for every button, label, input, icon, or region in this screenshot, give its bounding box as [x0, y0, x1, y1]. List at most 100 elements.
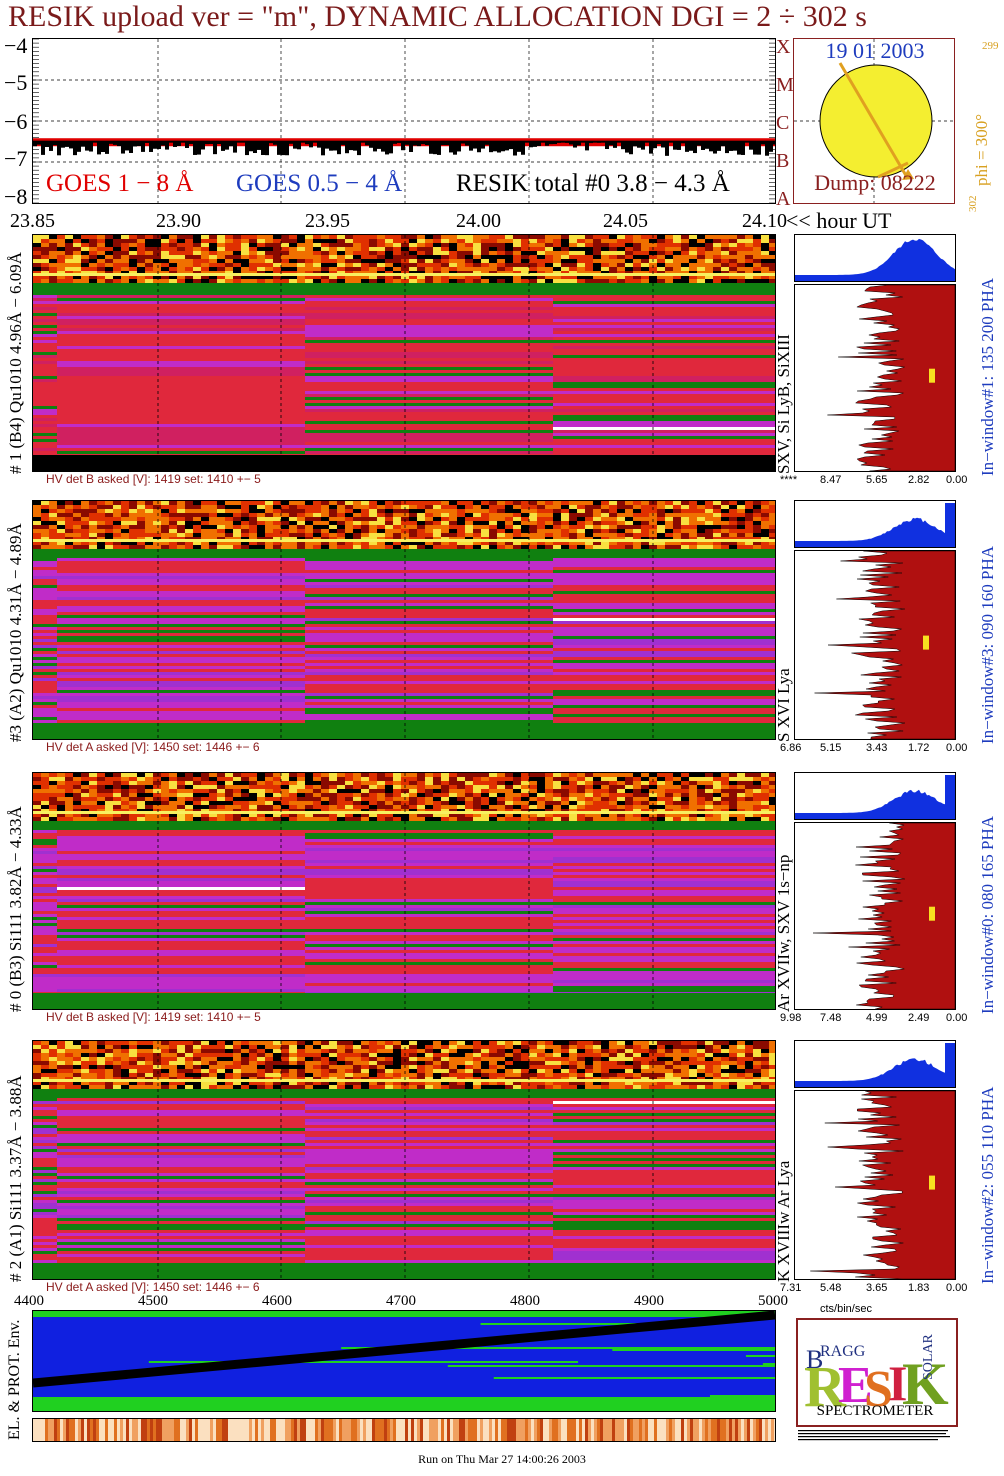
footer-run-time: Run on Thu Mar 27 14:00:26 2003 — [418, 1452, 586, 1466]
spectrogram-svg — [33, 773, 775, 1009]
hist-tick: 4.99 — [866, 1012, 888, 1024]
channel-tick: 4400 — [14, 1293, 44, 1309]
goes-ytick: −4 — [4, 33, 28, 58]
hist-tick: 9.98 — [780, 1012, 802, 1024]
sun-disk-svg — [794, 39, 954, 203]
sun-disk — [819, 64, 933, 178]
hist-tick: 1.83 — [908, 1282, 930, 1294]
hist-tick: 6.86 — [780, 742, 802, 754]
page-title: RESIK upload ver = "m", DYNAMIC ALLOCATI… — [8, 0, 867, 33]
in-window-label: In−window#0: 080 165 PHA — [978, 815, 997, 1014]
resik-logo: B RAGG R E S I K SOLAR — [796, 1318, 958, 1427]
env-svg — [33, 1311, 775, 1411]
line-label: K XVIIIw Ar Lya — [774, 1160, 793, 1282]
hv-label: HV det A asked [V]: 1450 set: 1446 +− 6 — [46, 740, 260, 754]
channel-tick: 4800 — [510, 1293, 540, 1309]
hist-tick: 5.15 — [820, 742, 842, 754]
spectrogram-svg — [33, 235, 775, 471]
channel-tick: 4500 — [138, 1293, 168, 1309]
hist-tick: 2.82 — [908, 474, 930, 486]
hist-main-box — [794, 284, 956, 472]
line-label: SXV, Si LyB, SiXIII — [774, 334, 793, 474]
hist-tick: 0.00 — [946, 742, 968, 754]
hist-tick: 0.00 — [946, 474, 968, 486]
hist-main-box — [794, 822, 956, 1010]
time-axis-unit: << hour UT — [786, 208, 892, 233]
sun-orbit-box — [793, 38, 955, 204]
legend-goes054: GOES 0.5 − 4 Å — [236, 170, 403, 197]
logo-fineprint — [798, 1428, 954, 1441]
spectrogram-panel-1 — [32, 500, 776, 740]
hist-tick: 5.48 — [820, 1282, 842, 1294]
hist-main-box — [794, 1090, 956, 1280]
class-letter-a: A — [776, 188, 791, 210]
phi-low: 302 — [967, 195, 979, 213]
line-label: Ar XVIIw, SXV 1s−np — [774, 854, 793, 1012]
hv-label: HV det B asked [V]: 1419 set: 1410 +− 5 — [46, 472, 261, 486]
hist-tick: 3.65 — [866, 1282, 888, 1294]
hist-tick: 7.31 — [780, 1282, 802, 1294]
class-letter-b: B — [776, 150, 790, 172]
in-window-label: In−window#2: 055 110 PHA — [978, 1086, 997, 1284]
hist-main-box — [794, 550, 956, 740]
hist-tick: 7.48 — [820, 1012, 842, 1024]
goes-ytick: −7 — [4, 146, 28, 171]
time-tick: 23.95 — [305, 210, 350, 232]
hv-label: HV det B asked [V]: 1419 set: 1410 +− 5 — [46, 1010, 261, 1024]
goes-chart-svg — [33, 38, 777, 204]
phi-superscript: 299 — [982, 40, 999, 52]
hist-top-box — [794, 772, 956, 820]
env-label: EL. & PROT. Env. — [6, 1319, 23, 1440]
spectrogram-svg — [33, 501, 775, 739]
spectrogram-panel-3 — [32, 1040, 776, 1280]
spectrogram-panel-2 — [32, 772, 776, 1010]
time-tick: 23.85 — [10, 210, 55, 232]
goes-ytick: −6 — [4, 109, 28, 134]
detector-label: #3 (A2) Qu1010 4.31Å − 4.89Å — [6, 523, 25, 742]
hist-tick: 0.00 — [946, 1282, 968, 1294]
goes-class-letters: X M C B A — [776, 28, 794, 218]
hist-top-box — [794, 234, 956, 282]
sun-date: 19 01 2003 — [825, 38, 925, 63]
hist-unit: cts/bin/sec — [820, 1303, 872, 1315]
logo-bragg-b: B — [806, 1345, 823, 1374]
spectrogram-svg — [33, 1041, 775, 1279]
channel-tick: 4600 — [262, 1293, 292, 1309]
legend-resik: RESIK total #0 3.8 − 4.3 Å — [456, 170, 730, 197]
class-letter-m: M — [776, 74, 794, 96]
legend-goes18: GOES 1 − 8 Å — [46, 170, 194, 197]
channel-tick: 4700 — [386, 1293, 416, 1309]
time-tick: 23.90 — [156, 210, 201, 232]
time-tick: 24.05 — [603, 210, 648, 232]
logo-spectrometer: SPECTROMETER — [816, 1403, 934, 1419]
hist-tick: 3.43 — [866, 742, 888, 754]
class-letter-c: C — [776, 112, 790, 134]
dump-label: Dump: 08222 — [814, 170, 936, 195]
in-window-label: In−window#1: 135 200 PHA — [978, 277, 997, 476]
env-strip — [32, 1418, 776, 1442]
detector-label: # 2 (A1) Si111 3.37Å − 3.88Å — [6, 1075, 25, 1282]
time-tick: 24.00 — [456, 210, 501, 232]
env-strip-svg — [33, 1419, 775, 1441]
class-letter-x: X — [776, 36, 791, 58]
detector-label: # 1 (B4) Qu1010 4.96Å − 6.09Å — [6, 251, 25, 474]
hist-top-box — [794, 1040, 956, 1088]
orbit-track — [838, 62, 910, 180]
hv-label: HV det A asked [V]: 1450 set: 1446 +− 6 — [46, 1280, 260, 1294]
hist-tick: 5.65 — [866, 474, 888, 486]
goes-ytick: −5 — [4, 70, 28, 95]
channel-tick: 4900 — [634, 1293, 664, 1309]
channel-tick: 5000 — [758, 1293, 788, 1309]
hist-tick: **** — [780, 474, 798, 486]
line-label: S XVI Lya — [774, 668, 793, 742]
logo-svg: B RAGG R E S I K SOLAR — [804, 1333, 949, 1419]
spectrogram-panel-0 — [32, 234, 776, 472]
hist-tick: 8.47 — [820, 474, 842, 486]
hist-tick: 1.72 — [908, 742, 930, 754]
time-tick: 24.10 — [742, 210, 787, 232]
goes-ytick: −8 — [4, 184, 28, 209]
env-panel — [32, 1310, 776, 1412]
detector-label: # 0 (B3) Si111 3.82Å − 4.33Å — [6, 806, 25, 1012]
goes-plot — [32, 38, 777, 204]
phi-label: phi = 300° — [972, 113, 991, 186]
